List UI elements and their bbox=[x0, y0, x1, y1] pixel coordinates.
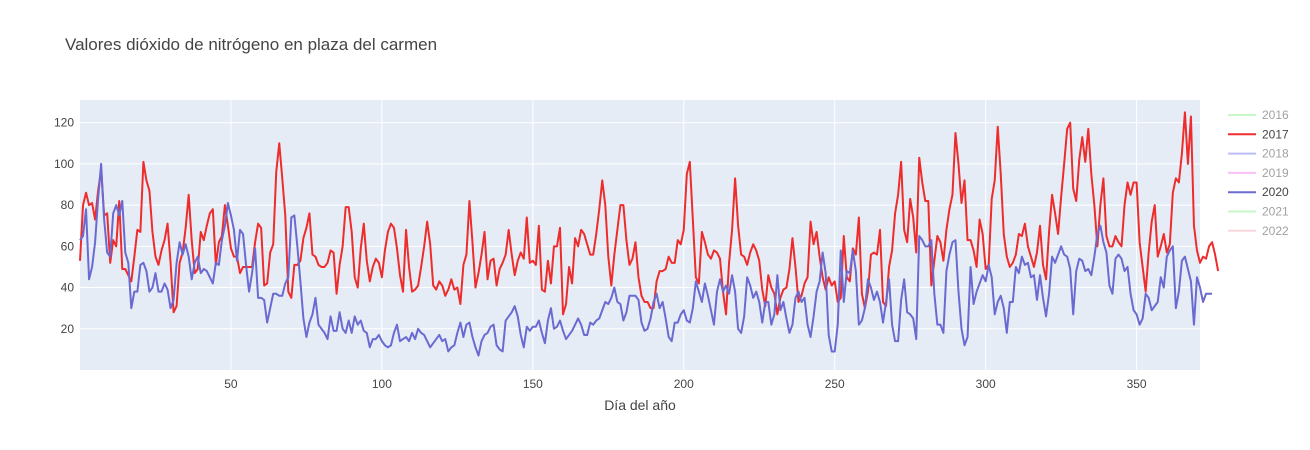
x-axis-ticks: 50 100 150 200 250 300 350 bbox=[224, 377, 1147, 391]
x-axis-label: Día del año bbox=[604, 397, 676, 413]
legend-label: 2022 bbox=[1262, 224, 1289, 238]
x-tick-label: 50 bbox=[224, 377, 238, 391]
x-tick-label: 100 bbox=[372, 377, 392, 391]
x-tick-label: 250 bbox=[825, 377, 845, 391]
x-tick-label: 350 bbox=[1127, 377, 1147, 391]
x-tick-label: 200 bbox=[674, 377, 694, 391]
legend-item-2017[interactable]: 2017 bbox=[1228, 127, 1289, 141]
legend-label: 2017 bbox=[1262, 127, 1289, 141]
grid-lines bbox=[80, 100, 1200, 370]
series-line-2017 bbox=[79, 111, 1220, 316]
series-lines bbox=[79, 111, 1220, 357]
x-tick-label: 150 bbox=[523, 377, 543, 391]
legend-item-2018[interactable]: 2018 bbox=[1228, 147, 1289, 161]
y-tick-label: 100 bbox=[54, 157, 74, 171]
legend-item-2021[interactable]: 2021 bbox=[1228, 205, 1289, 219]
y-tick-label: 120 bbox=[54, 116, 74, 130]
legend-item-2020[interactable]: 2020 bbox=[1228, 185, 1289, 199]
chart-title: Valores dióxido de nitrógeno en plaza de… bbox=[65, 35, 437, 54]
legend-item-2022[interactable]: 2022 bbox=[1228, 224, 1289, 238]
series-line-2020 bbox=[79, 162, 1213, 357]
legend-label: 2018 bbox=[1262, 147, 1289, 161]
y-tick-label: 20 bbox=[61, 322, 75, 336]
legend-label: 2019 bbox=[1262, 166, 1289, 180]
legend-item-2016[interactable]: 2016 bbox=[1228, 108, 1289, 122]
y-tick-label: 80 bbox=[61, 198, 75, 212]
legend-item-2019[interactable]: 2019 bbox=[1228, 166, 1289, 180]
y-axis-ticks: 20 40 60 80 100 120 bbox=[54, 116, 74, 336]
legend-label: 2021 bbox=[1262, 205, 1289, 219]
plot-area bbox=[80, 100, 1200, 370]
legend: 2016 2017 2018 2019 2020 2021 2022 bbox=[1228, 108, 1289, 238]
legend-label: 2016 bbox=[1262, 108, 1289, 122]
y-tick-label: 60 bbox=[61, 239, 75, 253]
legend-label: 2020 bbox=[1262, 185, 1289, 199]
y-tick-label: 40 bbox=[61, 281, 75, 295]
x-tick-label: 300 bbox=[976, 377, 996, 391]
